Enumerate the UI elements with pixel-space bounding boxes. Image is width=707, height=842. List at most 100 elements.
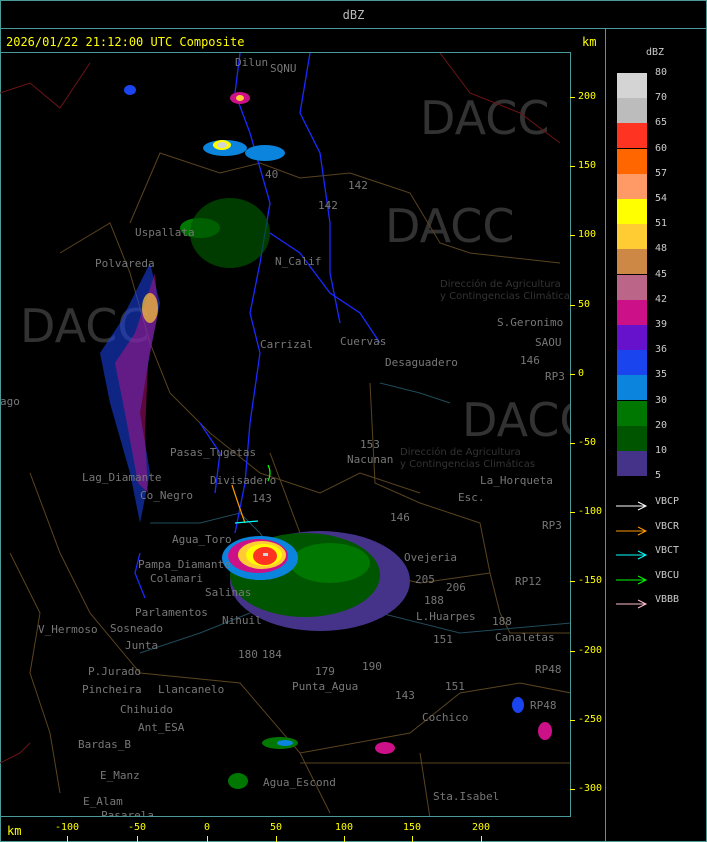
radar-echoes xyxy=(100,85,552,789)
watermark-text: Dirección de Agricultura y Contingencias … xyxy=(440,279,571,302)
legend-swatch xyxy=(617,299,647,325)
place-label: 146 xyxy=(390,511,410,524)
legend-swatch xyxy=(617,274,647,300)
y-tick-label: -300 xyxy=(578,783,603,794)
track-label: VBCT xyxy=(655,545,680,556)
x-tick-label: 100 xyxy=(334,822,354,833)
legend-level: 57 xyxy=(655,167,668,179)
x-tick-mark xyxy=(481,836,482,842)
place-label: 184 xyxy=(262,648,282,661)
place-label: RP12 xyxy=(515,575,542,588)
place-label: RP3 xyxy=(545,370,565,383)
place-label: Pasas_Tugetas xyxy=(170,446,257,459)
place-label: L.Huarpes xyxy=(416,610,476,623)
legend-level: 36 xyxy=(655,344,668,356)
place-label: Cuervas xyxy=(340,335,387,348)
y-axis-unit: km xyxy=(582,35,597,49)
place-label: Pincheira xyxy=(82,683,142,696)
place-label: Ant_ESA xyxy=(138,721,185,734)
legend-level: 51 xyxy=(655,218,668,230)
legend-level: 80 xyxy=(655,67,668,78)
place-label: La_Horqueta xyxy=(480,474,553,487)
y-tick-label: -150 xyxy=(578,575,603,587)
place-label: 190 xyxy=(362,660,382,673)
track-arrow-icon xyxy=(616,571,648,584)
y-tick-mark xyxy=(570,373,575,375)
y-tick-label: -100 xyxy=(578,506,603,518)
legend-swatch xyxy=(617,425,647,451)
map-layer xyxy=(0,53,570,816)
place-label: Desaguadero xyxy=(385,356,458,369)
y-tick-mark xyxy=(570,235,575,237)
place-label: S.Geronimo xyxy=(497,316,564,329)
x-tick-label: 200 xyxy=(471,822,491,833)
x-tick-mark xyxy=(207,836,208,842)
legend-level: 30 xyxy=(655,394,668,406)
place-label: Punta_Agua xyxy=(292,680,359,693)
legend-swatch xyxy=(617,98,647,124)
legend-level: 48 xyxy=(655,243,668,255)
track-arrow-icon xyxy=(616,546,648,560)
track-arrow-icon xyxy=(616,522,648,535)
country-borders xyxy=(0,53,561,764)
place-label: 206 xyxy=(446,581,466,594)
x-tick-label: 150 xyxy=(402,822,422,833)
watermark-logo: DACC xyxy=(385,199,515,253)
header-bar: dBZ xyxy=(0,0,707,29)
legend-level: 45 xyxy=(655,268,668,280)
place-label: RP48 xyxy=(535,663,562,676)
y-tick-mark xyxy=(570,581,575,583)
legend-level: 20 xyxy=(655,419,668,431)
x-tick-mark xyxy=(412,836,413,842)
place-label: Sosneado xyxy=(110,622,163,635)
y-tick-label: 200 xyxy=(578,91,597,102)
place-label: Junta xyxy=(125,639,159,652)
place-label: Co_Negro xyxy=(140,489,193,502)
y-tick-mark xyxy=(570,97,575,98)
y-tick-mark xyxy=(570,443,575,444)
place-label: SAOU xyxy=(535,336,562,349)
place-label: Sta.Isabel xyxy=(433,790,500,803)
legend-swatch xyxy=(617,400,647,426)
watermark-logo: DACC xyxy=(462,393,570,447)
x-tick-label: 50 xyxy=(269,822,283,833)
legend-level: 54 xyxy=(655,193,668,204)
map-title: 2026/01/22 21:12:00 UTC Composite xyxy=(6,35,245,49)
legend-level: 60 xyxy=(655,142,668,154)
watermark-logo: DACC xyxy=(420,91,550,145)
y-tick-label: -50 xyxy=(578,437,597,448)
place-label: 151 xyxy=(445,680,465,693)
y-tick-label: 0 xyxy=(578,367,585,379)
legend-level: 39 xyxy=(655,319,668,330)
legend-swatch xyxy=(617,375,647,401)
track-label: VBCU xyxy=(655,569,680,581)
legend-swatch xyxy=(617,224,647,250)
place-label: Polvareda xyxy=(95,257,155,270)
place-label: 142 xyxy=(318,199,338,212)
place-label: P.Jurado xyxy=(88,665,141,678)
place-label: 188 xyxy=(492,615,512,628)
place-label: 40 xyxy=(265,168,279,181)
legend-swatch xyxy=(617,199,647,224)
legend-level: 10 xyxy=(655,445,668,456)
place-label: Nihuil xyxy=(222,614,262,627)
legend-level: 70 xyxy=(655,92,668,104)
place-label: RP48 xyxy=(530,699,557,712)
place-label: V_Hermoso xyxy=(38,623,98,636)
x-tick-label: -50 xyxy=(127,822,147,833)
radar-map[interactable]: DACC DACC DACC DACC Dirección de Agricul… xyxy=(0,52,571,817)
place-label: Uspallata xyxy=(135,226,195,239)
track-label: VBCP xyxy=(655,496,680,507)
place-label: Llancanelo xyxy=(158,683,225,696)
track-label: VBBB xyxy=(655,594,680,605)
legend-swatch xyxy=(617,173,647,199)
place-label: Pasarela xyxy=(101,809,154,817)
y-tick-mark xyxy=(570,304,575,306)
track-label: VBCR xyxy=(655,520,680,532)
legend-level: 42 xyxy=(655,293,668,305)
place-label: N_Calif xyxy=(275,255,322,268)
place-label: Pampa_Diamante xyxy=(138,558,231,571)
y-tick-label: 50 xyxy=(578,298,591,310)
place-label: Agua_Toro xyxy=(172,533,232,546)
place-label: Agua_Escond xyxy=(263,776,336,789)
